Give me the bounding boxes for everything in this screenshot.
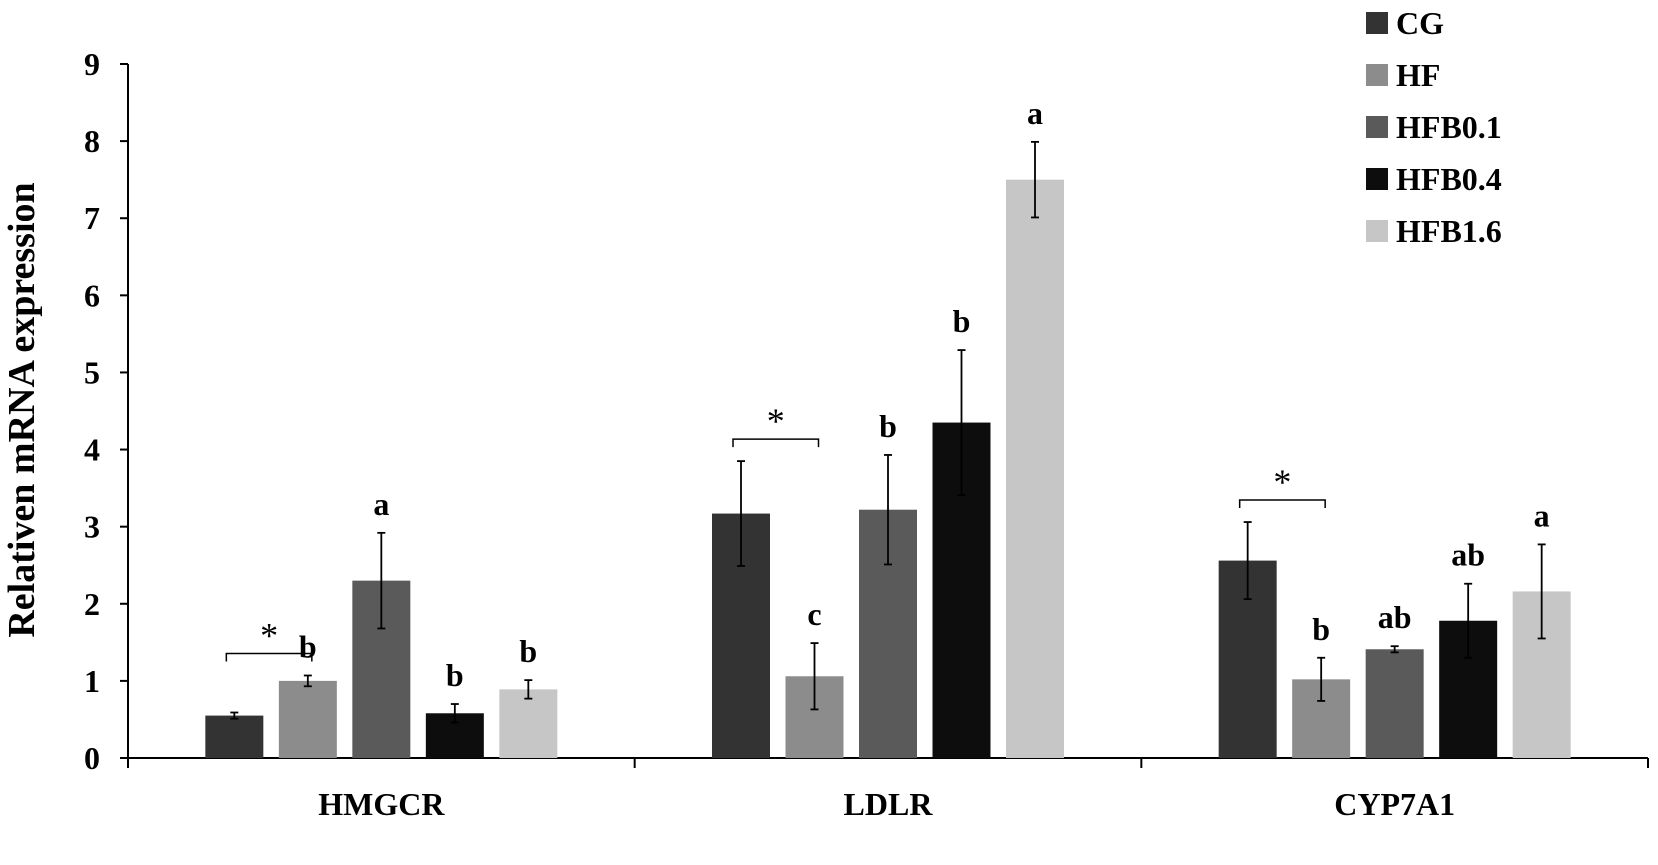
bar-cg-hmgcr [205,715,264,758]
comparison-star: * [1273,462,1291,502]
significance-label: b [879,408,897,444]
y-axis: 0 1 2 3 4 5 6 7 8 9 [84,46,129,776]
significance-label: b [953,303,971,339]
legend-label: HFB1.6 [1396,213,1502,249]
bar-hfb01-cyp7a1 [1365,649,1424,758]
y-tick-label: 3 [84,509,100,545]
legend-swatch [1366,116,1388,138]
significance-label: ab [1451,537,1485,573]
legend-label: CG [1396,5,1444,41]
y-tick-label: 7 [84,200,100,236]
bar-hf-hmgcr [278,680,337,758]
x-axis: HMGCR LDLR CYP7A1 [127,757,1649,822]
y-tick-label: 9 [84,46,100,82]
legend: CG HF HFB0.1 HFB0.4 HFB1.6 [1366,5,1502,249]
y-tick-label: 8 [84,123,100,159]
legend-swatch [1366,220,1388,242]
y-tick-label: 6 [84,277,100,313]
y-tick-label: 4 [84,432,100,468]
legend-swatch [1366,168,1388,190]
legend-label: HF [1396,57,1440,93]
comparison-star: * [260,615,278,655]
comparison-bracket [1238,499,1326,509]
legend-swatch [1366,12,1388,34]
significance-label: a [1534,497,1550,533]
significance-label: b [446,657,464,693]
y-tick-label: 2 [84,586,100,622]
legend-label: HFB0.4 [1396,161,1502,197]
y-tick-label: 1 [84,663,100,699]
comparison-bracket [225,652,313,662]
significance-label: ab [1378,599,1412,635]
legend-label: HFB0.1 [1396,109,1502,145]
significance-label: b [1312,611,1330,647]
category-label: HMGCR [318,786,445,822]
y-tick-label: 5 [84,354,100,390]
significance-label: a [1027,95,1043,131]
y-tick-label: 0 [84,740,100,776]
y-axis-title: Relativen mRNA expression [1,182,43,637]
significance-label: c [807,596,821,632]
comparison-bracket [732,438,820,448]
comparison-star: * [767,401,785,441]
bar-hfb16-hmgcr [499,689,558,758]
category-label: CYP7A1 [1334,786,1455,822]
category-label: LDLR [844,786,934,822]
significance-label: b [299,628,317,664]
significance-label: b [519,633,537,669]
bar-hfb16-ldlr [1006,179,1064,758]
significance-label: a [373,486,389,522]
bars [205,140,1571,758]
legend-swatch [1366,64,1388,86]
